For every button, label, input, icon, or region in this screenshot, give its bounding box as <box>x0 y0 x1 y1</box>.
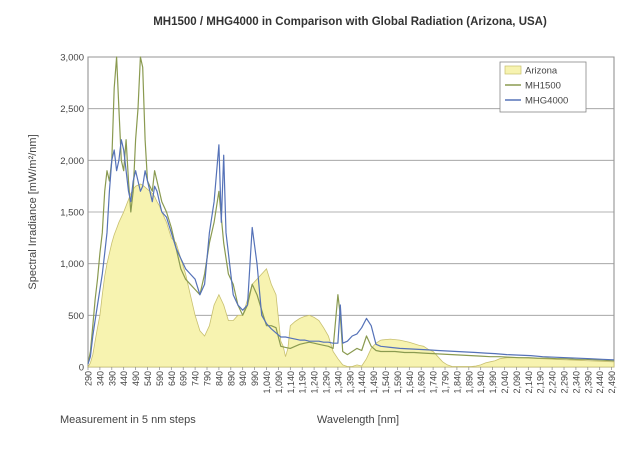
y-tick-label-2000: 2,000 <box>60 156 84 167</box>
x-tick-label-1690: 1,690 <box>417 371 427 394</box>
x-tick-label-1540: 1,540 <box>381 371 391 394</box>
x-tick-label-940: 940 <box>238 371 248 386</box>
legend-swatch-arizona <box>504 65 522 75</box>
x-tick-label-1840: 1,840 <box>452 371 462 394</box>
x-tick-label-2140: 2,140 <box>524 371 534 394</box>
x-tick-label-1890: 1,890 <box>464 371 474 394</box>
legend-label-mhg4000: MHG4000 <box>525 96 568 107</box>
x-tick-label-1190: 1,190 <box>298 371 308 394</box>
x-tick-label-2040: 2,040 <box>500 371 510 394</box>
x-tick-label-390: 390 <box>107 371 117 386</box>
y-tick-label-1000: 1,000 <box>60 259 84 270</box>
x-tick-label-1740: 1,740 <box>429 371 439 394</box>
x-tick-label-1440: 1,440 <box>357 371 367 394</box>
legend-label-mh1500: MH1500 <box>525 81 561 92</box>
x-tick-label-640: 640 <box>167 371 177 386</box>
series-layer <box>87 56 615 368</box>
y-tick-label-500: 500 <box>68 311 84 322</box>
x-tick-label-290: 290 <box>84 371 94 386</box>
x-tick-label-590: 590 <box>155 371 165 386</box>
x-tick-label-2240: 2,240 <box>548 371 558 394</box>
series-line-mhg4000 <box>87 139 615 365</box>
x-tick-label-1990: 1,990 <box>488 371 498 394</box>
y-tick-label-0: 0 <box>79 363 84 374</box>
x-tick-label-1590: 1,590 <box>393 371 403 394</box>
x-tick-label-1290: 1,290 <box>322 371 332 394</box>
x-tick-label-1090: 1,090 <box>274 371 284 394</box>
y-tick-label-2500: 2,500 <box>60 104 84 115</box>
x-tick-label-1490: 1,490 <box>369 371 379 394</box>
x-tick-label-540: 540 <box>143 371 153 386</box>
x-tick-label-490: 490 <box>131 371 141 386</box>
y-tick-labels: 0 500 1,000 1,500 2,000 2,500 3,000 <box>60 53 84 374</box>
x-axis-note: Measurement in 5 nm steps <box>60 414 196 426</box>
x-tick-label-2190: 2,190 <box>536 371 546 394</box>
x-tick-label-840: 840 <box>214 371 224 386</box>
y-tick-label-1500: 1,500 <box>60 208 84 219</box>
x-tick-label-440: 440 <box>119 371 129 386</box>
legend-label-arizona: Arizona <box>525 66 558 77</box>
x-tick-label-1940: 1,940 <box>476 371 486 394</box>
series-line-mh1500 <box>87 56 615 365</box>
x-tick-label-890: 890 <box>226 371 236 386</box>
x-tick-label-1390: 1,390 <box>345 371 355 394</box>
y-tick-label-3000: 3,000 <box>60 53 84 64</box>
x-tick-label-340: 340 <box>95 371 105 386</box>
x-tick-label-690: 690 <box>179 371 189 386</box>
x-tick-label-2290: 2,290 <box>560 371 570 394</box>
x-tick-label-1640: 1,640 <box>405 371 415 394</box>
x-tick-label-1340: 1,340 <box>333 371 343 394</box>
x-tick-label-790: 790 <box>203 371 213 386</box>
x-tick-label-1240: 1,240 <box>310 371 320 394</box>
x-tick-labels: 290 340 390 440 490 540 590 640 690 740 790 840 890 9… <box>84 367 617 394</box>
legend: Arizona MH1500 MHG4000 <box>499 61 587 113</box>
x-tick-label-1040: 1,040 <box>262 371 272 394</box>
x-tick-label-1790: 1,790 <box>441 371 451 394</box>
chart-title: MH1500 / MHG4000 in Comparison with Glob… <box>153 16 547 28</box>
x-tick-label-1140: 1,140 <box>286 371 296 394</box>
x-tick-label-2090: 2,090 <box>512 371 522 394</box>
x-tick-label-990: 990 <box>250 371 260 386</box>
x-tick-label-740: 740 <box>191 371 201 386</box>
y-axis-label: Spectral Irradiance [mW/m²/nm] <box>27 134 39 289</box>
x-tick-label-2490: 2,490 <box>607 371 617 394</box>
x-axis-label: Wavelength [nm] <box>317 414 399 426</box>
x-tick-label-2440: 2,440 <box>595 371 605 394</box>
x-tick-label-2390: 2,390 <box>583 371 593 394</box>
x-tick-label-2340: 2,340 <box>571 371 581 394</box>
